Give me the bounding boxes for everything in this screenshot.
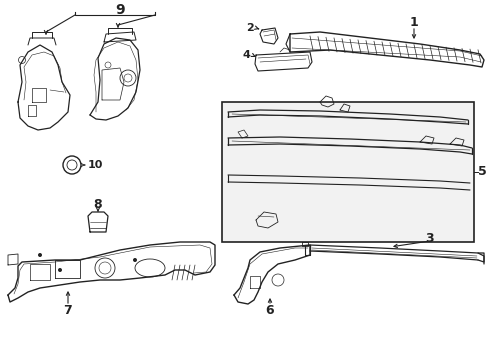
Text: 7: 7 — [63, 303, 72, 316]
Circle shape — [38, 253, 42, 257]
Text: 3: 3 — [425, 231, 433, 244]
Bar — [222, 102, 473, 242]
Text: 10: 10 — [87, 160, 102, 170]
Text: 2: 2 — [246, 23, 253, 33]
Text: 6: 6 — [265, 303, 274, 316]
Text: 8: 8 — [94, 198, 102, 211]
Text: 9: 9 — [115, 3, 124, 17]
Text: 5: 5 — [477, 166, 486, 179]
Circle shape — [58, 268, 62, 272]
Text: 4: 4 — [242, 50, 249, 60]
Circle shape — [133, 258, 137, 262]
Text: 1: 1 — [409, 17, 418, 30]
